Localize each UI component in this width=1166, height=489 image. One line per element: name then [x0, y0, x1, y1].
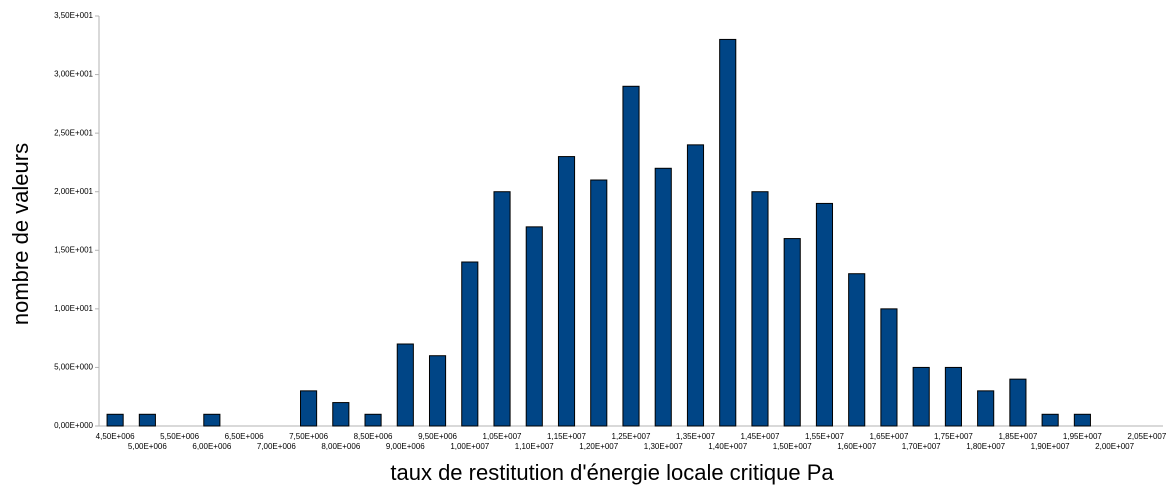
bar: [719, 38, 737, 427]
x-tick-label: 1,80E+007: [966, 442, 1005, 451]
x-tick-label: 1,00E+007: [450, 442, 489, 451]
bar: [880, 308, 898, 427]
bar: [977, 390, 995, 427]
bar: [138, 413, 156, 427]
bar: [686, 144, 705, 427]
bar: [396, 343, 414, 427]
x-tick-label: 1,95E+007: [1063, 432, 1102, 441]
x-tick-label: 1,05E+007: [483, 432, 522, 441]
bar: [364, 413, 382, 427]
bar: [751, 191, 769, 427]
x-tick-label: 1,90E+007: [1031, 442, 1070, 451]
x-tick-label: 6,00E+006: [192, 442, 231, 451]
x-tick-label: 5,00E+006: [128, 442, 167, 451]
x-tick-label: 5,50E+006: [160, 432, 199, 441]
x-tick-label: 1,65E+007: [869, 432, 908, 441]
y-tick-label: 3,00E+001: [54, 70, 93, 79]
bar: [300, 390, 318, 427]
x-tick-label: 1,40E+007: [708, 442, 747, 451]
y-tick-label: 2,00E+001: [54, 187, 93, 196]
y-tick-label: 5,00E+000: [54, 363, 93, 372]
bar: [557, 156, 576, 427]
x-tick-label: 7,50E+006: [289, 432, 328, 441]
bar: [1073, 413, 1091, 427]
bar: [525, 226, 543, 427]
bar: [815, 202, 834, 427]
bar: [848, 273, 866, 427]
y-tick-label: 0,00E+000: [54, 421, 93, 430]
x-tick-label: 1,25E+007: [612, 432, 651, 441]
bar: [203, 413, 221, 427]
bar: [493, 191, 511, 427]
x-tick-label: 1,75E+007: [934, 432, 973, 441]
y-tick-label: 3,50E+001: [54, 11, 93, 20]
x-axis-label: taux de restitution d'énergie locale cri…: [390, 460, 834, 485]
bar: [590, 179, 608, 427]
y-tick-label: 2,50E+001: [54, 128, 93, 137]
bar: [461, 261, 479, 427]
x-tick-label: 9,50E+006: [418, 432, 457, 441]
x-tick-label: 1,70E+007: [902, 442, 941, 451]
bar: [944, 366, 962, 427]
bar: [912, 366, 930, 427]
x-tick-label: 2,00E+007: [1095, 442, 1134, 451]
x-tick-label: 1,85E+007: [998, 432, 1037, 441]
x-tick-label: 4,50E+006: [96, 432, 135, 441]
x-tick-label: 7,00E+006: [257, 442, 296, 451]
x-tick-label: 8,50E+006: [354, 432, 393, 441]
bar: [428, 355, 447, 427]
x-tick-label: 1,45E+007: [741, 432, 780, 441]
x-tick-label: 6,50E+006: [225, 432, 264, 441]
bar: [1009, 378, 1027, 427]
y-tick-label: 1,50E+001: [54, 245, 93, 254]
bar: [654, 167, 672, 427]
x-tick-label: 1,30E+007: [644, 442, 683, 451]
x-tick-label: 1,10E+007: [515, 442, 554, 451]
x-tick-label: 2,05E+007: [1127, 432, 1166, 441]
bar: [106, 413, 124, 427]
bar: [332, 402, 350, 427]
x-tick-label: 1,50E+007: [773, 442, 812, 451]
x-tick-label: 1,15E+007: [547, 432, 586, 441]
bar: [783, 238, 801, 427]
y-axis-label: nombre de valeurs: [8, 143, 33, 325]
y-tick-label: 1,00E+001: [54, 304, 93, 313]
x-tick-label: 1,60E+007: [837, 442, 876, 451]
x-tick-label: 9,00E+006: [386, 442, 425, 451]
bar: [622, 85, 640, 427]
x-tick-label: 1,20E+007: [579, 442, 618, 451]
x-tick-label: 8,00E+006: [321, 442, 360, 451]
bar: [1041, 413, 1059, 427]
x-tick-label: 1,55E+007: [805, 432, 844, 441]
x-tick-label: 1,35E+007: [676, 432, 715, 441]
